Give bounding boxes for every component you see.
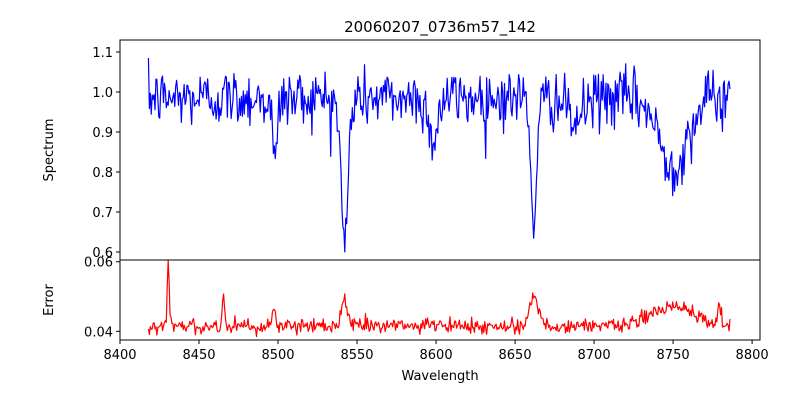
error-series-line xyxy=(147,259,731,338)
x-tick-label: 8750 xyxy=(657,348,690,363)
error-y-tick-label: 0.06 xyxy=(84,256,113,271)
error-series-group xyxy=(147,259,731,338)
spectrum-series-line xyxy=(147,58,731,253)
x-tick-label: 8450 xyxy=(182,348,215,363)
x-tick-label: 8550 xyxy=(340,348,373,363)
spectrum-y-tick-label: 0.6 xyxy=(92,246,113,261)
spectrum-y-tick-label: 0.7 xyxy=(92,206,113,221)
x-tick-label: 8650 xyxy=(499,348,532,363)
x-tick-label: 8700 xyxy=(578,348,611,363)
x-tick-label: 8400 xyxy=(103,348,136,363)
spectrum-y-ticks: 0.6 0.7 0.8 0.9 1.0 1.1 xyxy=(92,46,120,261)
x-tick-label: 8800 xyxy=(736,348,769,363)
spectrum-y-tick-label: 1.1 xyxy=(92,46,113,61)
chart-title: 20060207_0736m57_142 xyxy=(344,18,536,37)
error-y-ticks: 0.04 0.06 xyxy=(84,256,120,340)
x-tick-label: 8500 xyxy=(261,348,294,363)
error-y-tick-label: 0.04 xyxy=(84,325,113,340)
x-axis-label: Wavelength xyxy=(401,369,478,384)
spectrum-y-tick-label: 0.8 xyxy=(92,166,113,181)
x-tick-label: 8600 xyxy=(420,348,453,363)
spectrum-y-tick-label: 0.9 xyxy=(92,126,113,141)
error-x-ticks: 8400 8450 8500 8550 8600 8650 8700 8750 8800 xyxy=(103,340,769,363)
error-y-axis-label: Error xyxy=(42,284,57,316)
error-axes-frame xyxy=(119,259,761,341)
spectrum-y-tick-label: 1.0 xyxy=(92,86,113,101)
error-panel: 0.04 0.06 8400 8450 8500 8550 8600 8650 8700 875… xyxy=(42,256,769,384)
spectrum-series-group xyxy=(147,58,731,253)
spectrum-y-axis-label: Spectrum xyxy=(42,119,57,182)
